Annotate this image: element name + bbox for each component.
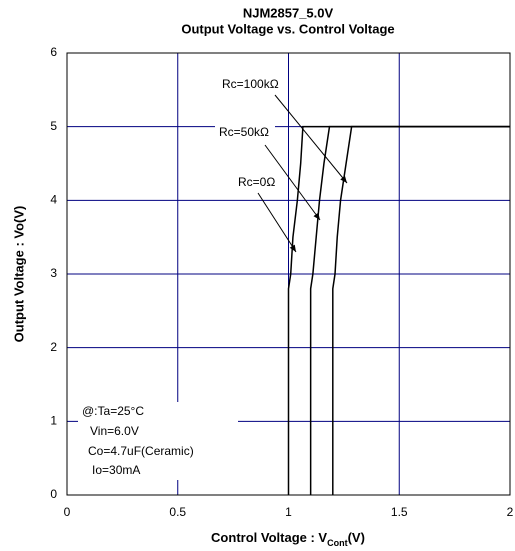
series-line xyxy=(332,125,510,495)
y-tick-label: 3 xyxy=(50,266,57,280)
x-tick-label: 0 xyxy=(64,505,71,519)
condition: Io=30mA xyxy=(92,463,140,477)
x-tick-label: 0.5 xyxy=(169,505,186,519)
condition: @:Ta=25°C xyxy=(82,404,144,418)
x-axis-label: Control Voltage : VCont(V) xyxy=(211,530,365,548)
annotation: Rc=0Ω xyxy=(238,175,275,189)
condition: Vin=6.0V xyxy=(90,424,139,438)
label-bg xyxy=(218,76,284,94)
x-tick-label: 2 xyxy=(507,505,514,519)
label-bg xyxy=(234,174,282,192)
condition: Co=4.7uF(Ceramic) xyxy=(88,444,194,458)
arrow xyxy=(257,192,297,253)
x-label-main: Control Voltage : V xyxy=(211,530,327,545)
x-tick-label: 1 xyxy=(285,505,292,519)
arrow xyxy=(274,94,348,184)
y-tick-label: 4 xyxy=(50,193,57,207)
chart-title: NJM2857_5.0V xyxy=(243,5,334,20)
series-line xyxy=(287,125,510,495)
y-axis-label: Output Voltage : Vo(V) xyxy=(11,206,26,343)
annotation: Rc=50kΩ xyxy=(219,125,269,139)
x-label-sub: Cont xyxy=(327,538,348,548)
x-tick-label: 1.5 xyxy=(391,505,408,519)
conditions-bg xyxy=(78,402,238,480)
y-tick-label: 5 xyxy=(50,119,57,133)
x-label-unit: (V) xyxy=(348,530,365,545)
y-tick-label: 2 xyxy=(50,340,57,354)
label-bg xyxy=(215,124,275,142)
y-tick-label: 0 xyxy=(50,487,57,501)
y-tick-label: 1 xyxy=(50,414,57,428)
annotation: Rc=100kΩ xyxy=(222,77,279,91)
series-line xyxy=(309,125,510,495)
y-tick-label: 6 xyxy=(50,45,57,59)
chart-subtitle: Output Voltage vs. Control Voltage xyxy=(181,21,394,36)
arrow xyxy=(264,144,321,221)
